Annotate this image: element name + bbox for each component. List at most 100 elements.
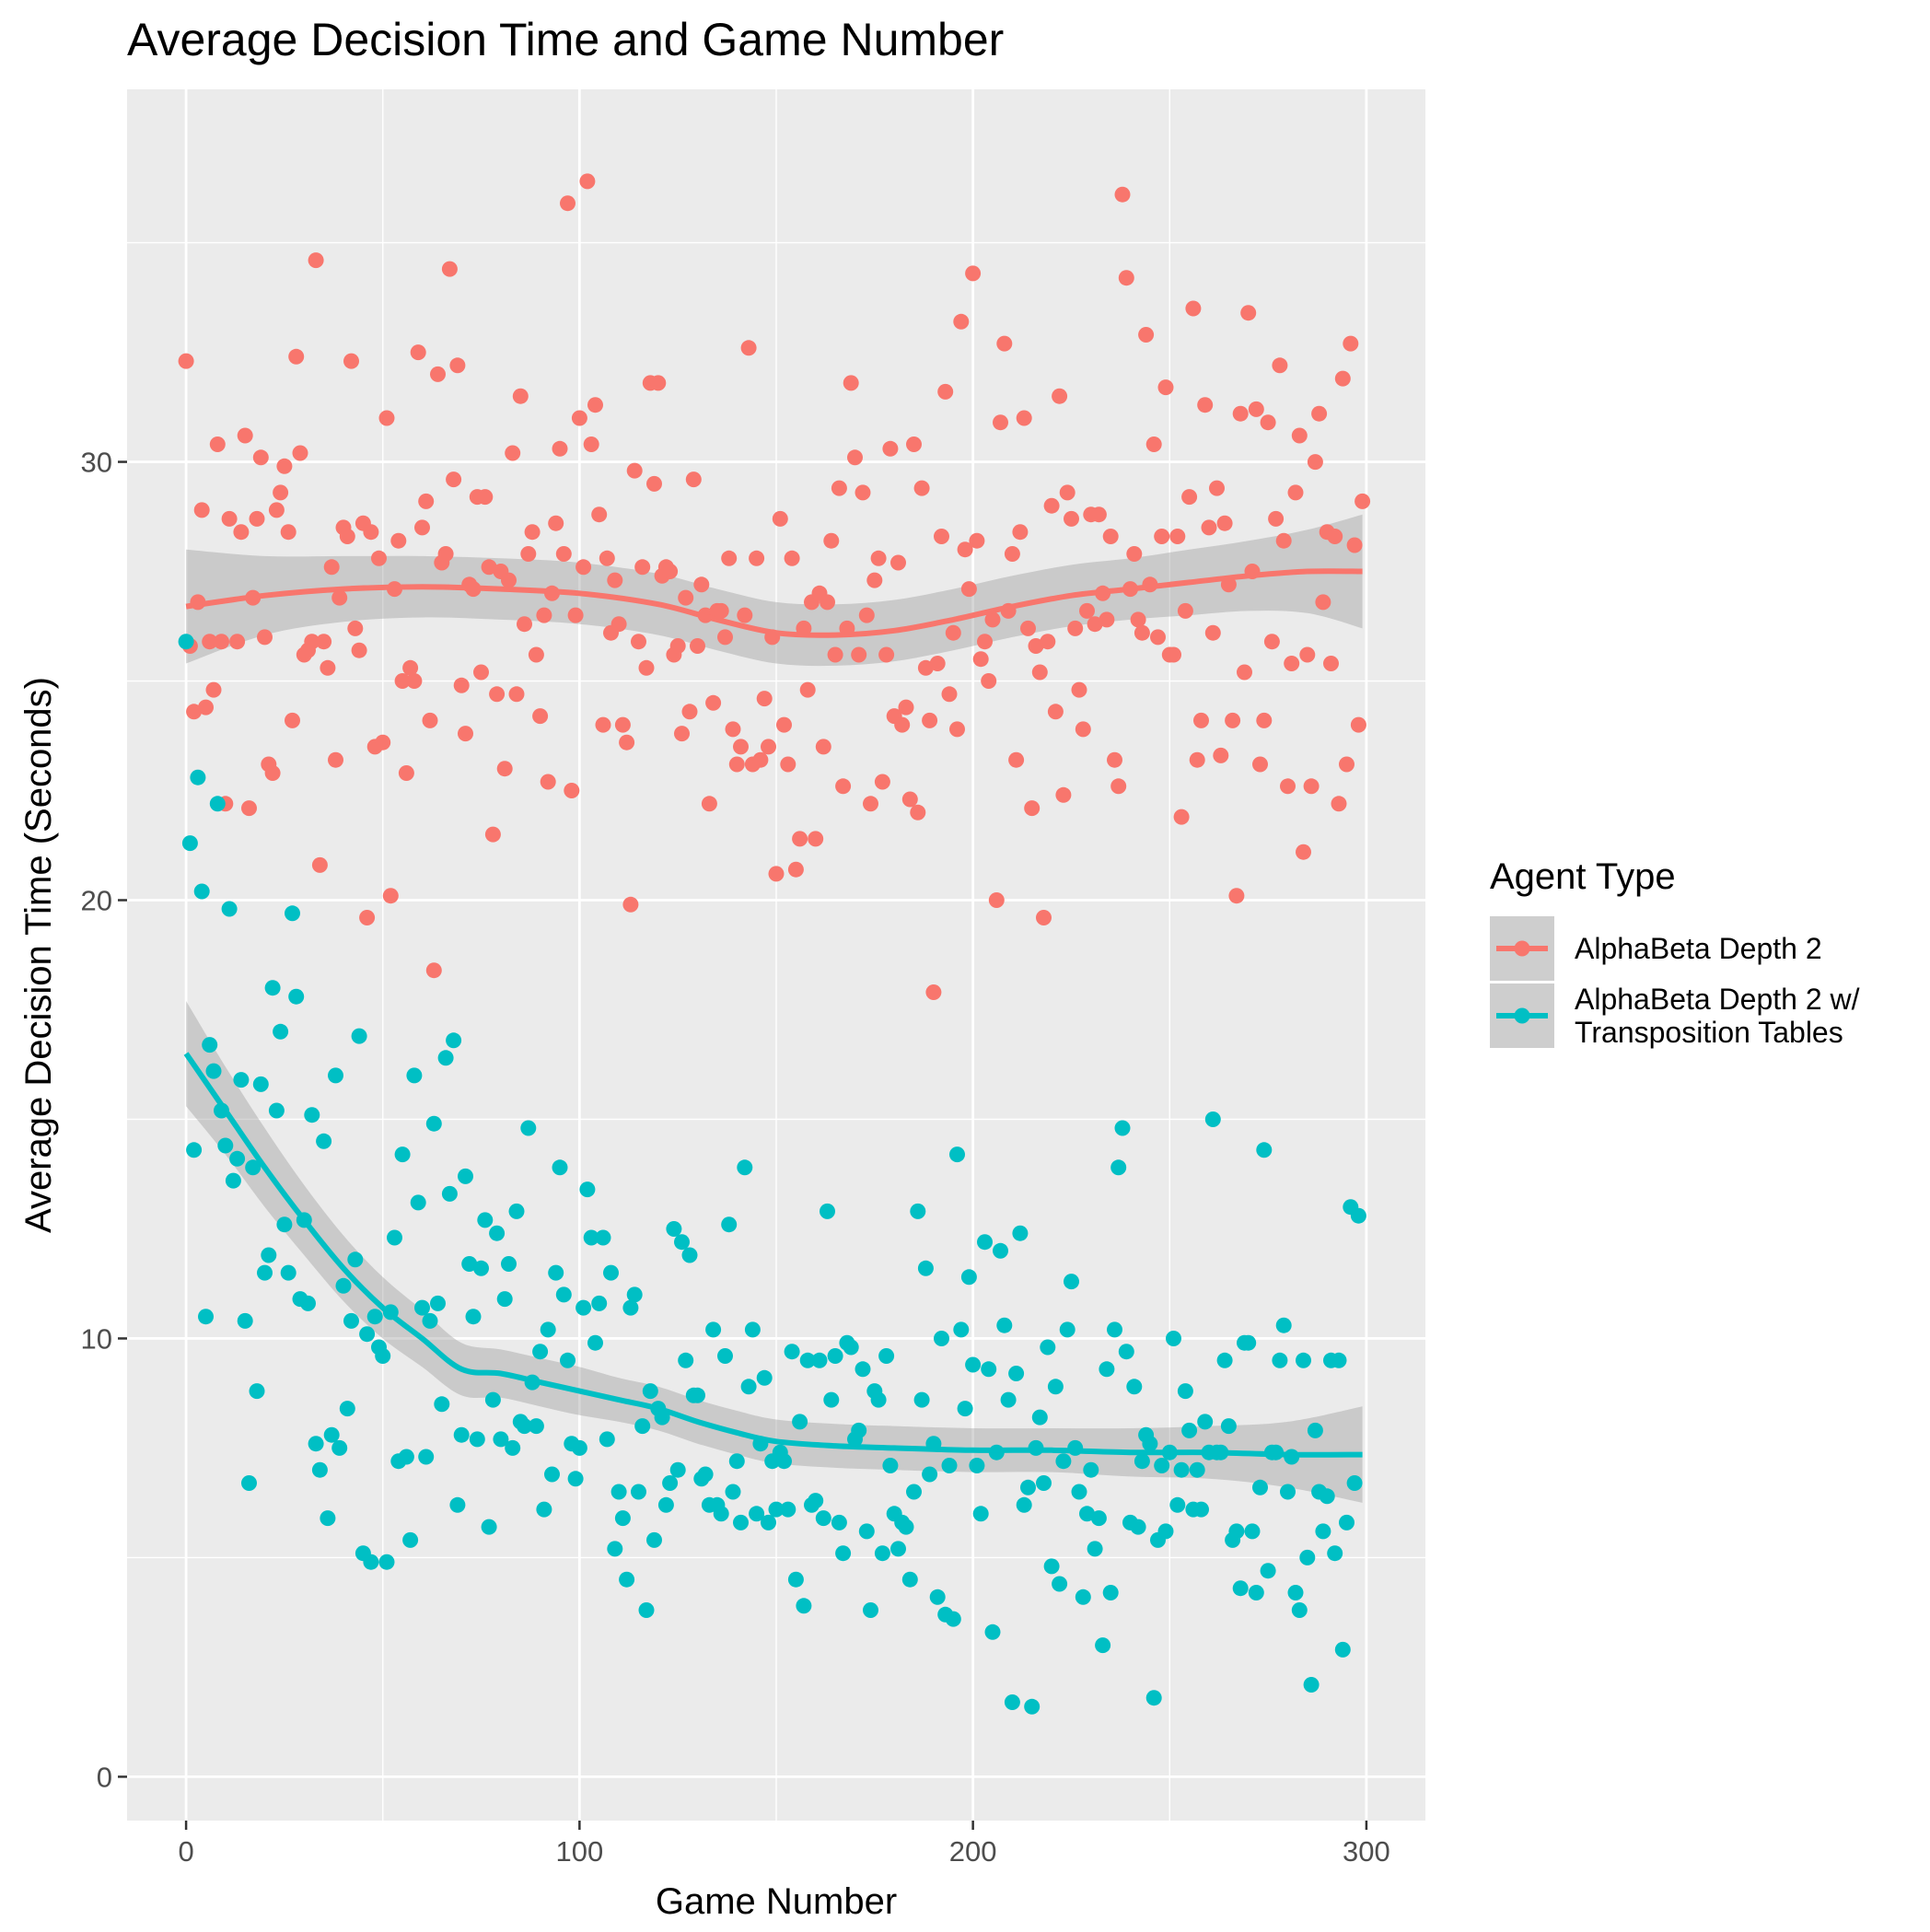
point-s1-86 [517, 1418, 532, 1435]
point-s1-115 [631, 1484, 646, 1500]
point-s1-118 [642, 1383, 658, 1400]
point-s0-252 [1173, 809, 1190, 825]
point-s0-246 [1150, 629, 1166, 646]
y-tick-label-0: 0 [97, 1761, 112, 1793]
point-s1-94 [548, 1264, 564, 1281]
band-s1 [186, 1001, 1363, 1503]
point-s0-40 [339, 529, 355, 544]
point-s1-57 [402, 1531, 419, 1548]
point-s0-263 [1216, 515, 1233, 531]
point-s0-109 [610, 616, 627, 633]
point-s1-145 [749, 1506, 765, 1522]
point-s0-276 [1268, 510, 1285, 527]
point-s1-228 [1075, 1589, 1091, 1605]
point-s1-39 [331, 1439, 348, 1456]
point-s1-105 [591, 1295, 608, 1311]
point-s1-259 [1197, 1414, 1214, 1430]
point-s0-96 [560, 195, 576, 212]
point-s0-152 [780, 756, 796, 773]
point-s0-237 [1114, 186, 1131, 203]
x-axis: 0 100 200 300 [178, 1821, 1390, 1868]
point-s1-12 [225, 1172, 241, 1189]
point-s1-142 [737, 1159, 753, 1176]
point-s1-155 [787, 1571, 804, 1588]
point-s0-183 [901, 791, 918, 808]
point-s0-228 [1079, 602, 1095, 619]
point-s1-92 [540, 1321, 556, 1338]
point-s0-98 [567, 607, 584, 623]
point-s0-132 [701, 796, 717, 812]
point-s1-282 [1287, 1585, 1304, 1600]
point-s1-134 [705, 1321, 722, 1338]
point-s1-211 [1008, 1366, 1025, 1381]
point-s1-279 [1275, 1317, 1292, 1333]
point-s0-50 [378, 410, 395, 426]
point-s1-289 [1315, 1523, 1331, 1540]
point-s1-48 [366, 1309, 383, 1325]
point-s0-128 [685, 471, 702, 488]
point-s1-150 [768, 1501, 785, 1518]
point-s0-213 [1020, 620, 1036, 636]
y-tick-label-10: 10 [81, 1322, 112, 1355]
point-s0-12 [229, 634, 246, 650]
point-s1-191 [929, 1589, 946, 1605]
point-s0-119 [650, 375, 667, 391]
point-s0-67 [446, 471, 462, 488]
point-s0-217 [1036, 910, 1052, 925]
point-s1-108 [603, 1264, 619, 1281]
point-s1-16 [241, 1475, 257, 1491]
point-s0-192 [937, 383, 954, 400]
point-s0-284 [1299, 646, 1316, 663]
point-s1-8 [209, 796, 226, 812]
point-s1-19 [252, 1076, 269, 1092]
point-s1-147 [756, 1369, 773, 1386]
point-s0-18 [252, 449, 269, 466]
point-s0-277 [1272, 357, 1288, 374]
point-s0-153 [784, 550, 800, 566]
point-s0-194 [945, 624, 961, 641]
point-s1-109 [607, 1541, 623, 1557]
point-s1-43 [347, 1251, 364, 1268]
point-s1-198 [957, 1401, 973, 1417]
point-s1-90 [532, 1344, 549, 1360]
point-s1-106 [595, 1229, 611, 1246]
point-s1-33 [308, 1436, 324, 1452]
point-s0-93 [548, 515, 564, 531]
point-s0-37 [328, 751, 343, 768]
point-s1-67 [441, 1185, 458, 1202]
point-s1-295 [1339, 1514, 1354, 1530]
point-s1-254 [1177, 1383, 1193, 1400]
point-s0-214 [1024, 800, 1041, 817]
point-s0-296 [1346, 537, 1363, 553]
point-s1-124 [666, 1221, 682, 1237]
point-s0-142 [740, 340, 757, 356]
point-s1-224 [1059, 1321, 1075, 1338]
point-s0-48 [371, 550, 387, 566]
point-s0-204 [984, 611, 1001, 628]
point-s1-179 [882, 1458, 899, 1473]
point-s0-55 [398, 765, 414, 781]
point-s1-227 [1071, 1484, 1087, 1500]
point-s1-208 [996, 1317, 1013, 1333]
point-s1-122 [657, 1496, 674, 1513]
point-s1-119 [646, 1531, 662, 1548]
point-s0-88 [528, 646, 544, 663]
point-s0-155 [792, 831, 808, 847]
point-s1-25 [276, 1216, 293, 1233]
point-s1-187 [913, 1391, 930, 1408]
point-s1-274 [1256, 1142, 1273, 1158]
point-s1-144 [744, 1321, 761, 1338]
point-s0-7 [205, 681, 222, 698]
point-s0-175 [870, 550, 887, 566]
point-s0-295 [1343, 335, 1359, 352]
point-s0-298 [1354, 493, 1371, 509]
point-s0-190 [929, 656, 946, 671]
point-s0-268 [1237, 664, 1252, 681]
point-s1-160 [808, 1493, 824, 1509]
point-s1-264 [1216, 1352, 1233, 1368]
point-s0-28 [292, 445, 308, 461]
point-s0-212 [1016, 410, 1032, 426]
point-s1-61 [418, 1449, 435, 1465]
x-tick-label-300: 300 [1343, 1835, 1390, 1868]
